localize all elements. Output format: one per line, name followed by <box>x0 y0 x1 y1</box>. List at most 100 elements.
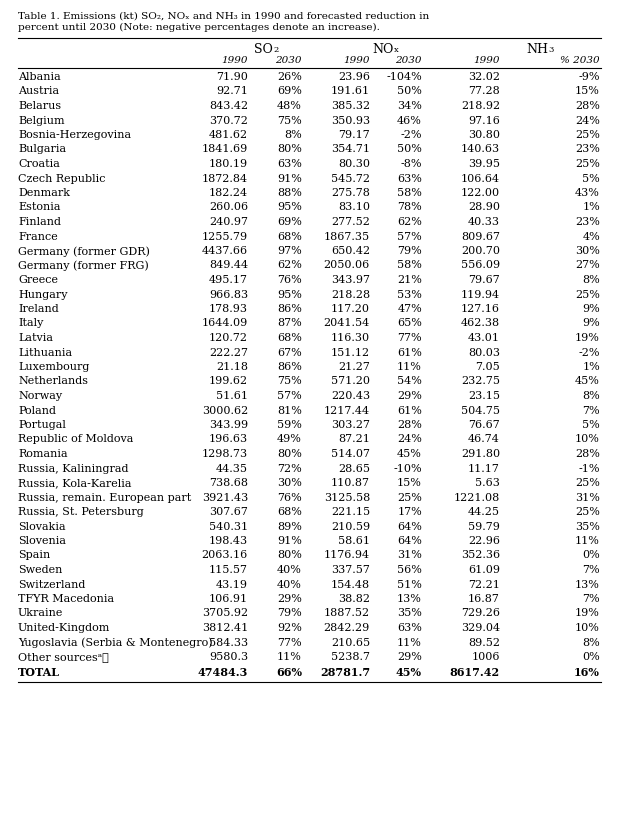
Text: 28%: 28% <box>575 449 600 459</box>
Text: 31%: 31% <box>397 551 422 561</box>
Text: 1872.84: 1872.84 <box>202 173 248 184</box>
Text: 76.67: 76.67 <box>468 420 500 430</box>
Text: 199.62: 199.62 <box>209 376 248 386</box>
Text: 80%: 80% <box>277 449 302 459</box>
Text: 43.01: 43.01 <box>468 333 500 343</box>
Text: 25%: 25% <box>575 289 600 299</box>
Text: 1841.69: 1841.69 <box>202 144 248 154</box>
Text: 80%: 80% <box>277 144 302 154</box>
Text: Republic of Moldova: Republic of Moldova <box>18 434 133 444</box>
Text: Spain: Spain <box>18 551 50 561</box>
Text: 809.67: 809.67 <box>461 231 500 241</box>
Text: 61%: 61% <box>397 406 422 416</box>
Text: 24%: 24% <box>397 434 422 444</box>
Text: 11.17: 11.17 <box>468 463 500 473</box>
Text: 61.09: 61.09 <box>468 565 500 575</box>
Text: 0%: 0% <box>582 652 600 662</box>
Text: 45%: 45% <box>575 376 600 386</box>
Text: 49%: 49% <box>277 434 302 444</box>
Text: % 2030: % 2030 <box>560 56 600 65</box>
Text: 1298.73: 1298.73 <box>202 449 248 459</box>
Text: 1006: 1006 <box>472 652 500 662</box>
Text: 2: 2 <box>273 46 279 54</box>
Text: 89%: 89% <box>277 521 302 531</box>
Text: 79%: 79% <box>397 246 422 256</box>
Text: 68%: 68% <box>277 507 302 517</box>
Text: 97.16: 97.16 <box>468 116 500 126</box>
Text: 19%: 19% <box>575 333 600 343</box>
Text: 80.03: 80.03 <box>468 348 500 358</box>
Text: 83.10: 83.10 <box>338 203 370 213</box>
Text: 154.48: 154.48 <box>331 580 370 589</box>
Text: 849.44: 849.44 <box>209 261 248 271</box>
Text: 291.80: 291.80 <box>461 449 500 459</box>
Text: 66%: 66% <box>276 666 302 677</box>
Text: 7.05: 7.05 <box>475 362 500 372</box>
Text: 40.33: 40.33 <box>468 217 500 227</box>
Text: 11%: 11% <box>575 536 600 546</box>
Text: 64%: 64% <box>397 521 422 531</box>
Text: 97%: 97% <box>277 246 302 256</box>
Text: 350.93: 350.93 <box>331 116 370 126</box>
Text: 337.57: 337.57 <box>331 565 370 575</box>
Text: Estonia: Estonia <box>18 203 61 213</box>
Text: 277.52: 277.52 <box>331 217 370 227</box>
Text: 1217.44: 1217.44 <box>324 406 370 416</box>
Text: 59%: 59% <box>277 420 302 430</box>
Text: 1990: 1990 <box>344 56 370 65</box>
Text: 91%: 91% <box>277 173 302 184</box>
Text: 240.97: 240.97 <box>209 217 248 227</box>
Text: 77.28: 77.28 <box>468 86 500 96</box>
Text: 1644.09: 1644.09 <box>202 318 248 328</box>
Text: 63%: 63% <box>277 159 302 169</box>
Text: 540.31: 540.31 <box>209 521 248 531</box>
Text: -104%: -104% <box>386 72 422 82</box>
Text: 23.96: 23.96 <box>338 72 370 82</box>
Text: SO: SO <box>254 43 273 56</box>
Text: 95%: 95% <box>277 289 302 299</box>
Text: 28.90: 28.90 <box>468 203 500 213</box>
Text: Netherlands: Netherlands <box>18 376 88 386</box>
Text: 1255.79: 1255.79 <box>202 231 248 241</box>
Text: -2%: -2% <box>579 348 600 358</box>
Text: 8%: 8% <box>582 638 600 648</box>
Text: 31%: 31% <box>575 493 600 503</box>
Text: Germany (former GDR): Germany (former GDR) <box>18 246 150 256</box>
Text: 39.95: 39.95 <box>468 159 500 169</box>
Text: 122.00: 122.00 <box>461 188 500 198</box>
Text: Other sourcesᵃ⧠: Other sourcesᵃ⧠ <box>18 652 109 662</box>
Text: 1%: 1% <box>582 203 600 213</box>
Text: 76%: 76% <box>277 275 302 285</box>
Text: 8617.42: 8617.42 <box>450 666 500 677</box>
Text: 57%: 57% <box>397 231 422 241</box>
Text: 843.42: 843.42 <box>209 101 248 111</box>
Text: 151.12: 151.12 <box>331 348 370 358</box>
Text: 9580.3: 9580.3 <box>209 652 248 662</box>
Text: 28781.7: 28781.7 <box>320 666 370 677</box>
Text: Austria: Austria <box>18 86 59 96</box>
Text: -8%: -8% <box>400 159 422 169</box>
Text: Table 1. Emissions (kt) SO₂, NOₓ and NH₃ in 1990 and forecasted reduction in: Table 1. Emissions (kt) SO₂, NOₓ and NH₃… <box>18 12 429 21</box>
Text: 5%: 5% <box>582 420 600 430</box>
Text: 87.21: 87.21 <box>338 434 370 444</box>
Text: 46%: 46% <box>397 116 422 126</box>
Text: x: x <box>394 46 399 54</box>
Text: 232.75: 232.75 <box>461 376 500 386</box>
Text: 196.63: 196.63 <box>209 434 248 444</box>
Text: 2842.29: 2842.29 <box>324 623 370 633</box>
Text: Croatia: Croatia <box>18 159 60 169</box>
Text: 556.09: 556.09 <box>461 261 500 271</box>
Text: 2063.16: 2063.16 <box>202 551 248 561</box>
Text: -2%: -2% <box>400 130 422 140</box>
Text: 0%: 0% <box>582 551 600 561</box>
Text: 51%: 51% <box>397 580 422 589</box>
Text: 1887.52: 1887.52 <box>324 608 370 618</box>
Text: 29%: 29% <box>397 391 422 401</box>
Text: NO: NO <box>373 43 394 56</box>
Text: 1867.35: 1867.35 <box>324 231 370 241</box>
Text: Ukraine: Ukraine <box>18 608 63 618</box>
Text: Slovenia: Slovenia <box>18 536 66 546</box>
Text: 106.91: 106.91 <box>209 594 248 604</box>
Text: Bosnia-Herzegovina: Bosnia-Herzegovina <box>18 130 131 140</box>
Text: 2041.54: 2041.54 <box>324 318 370 328</box>
